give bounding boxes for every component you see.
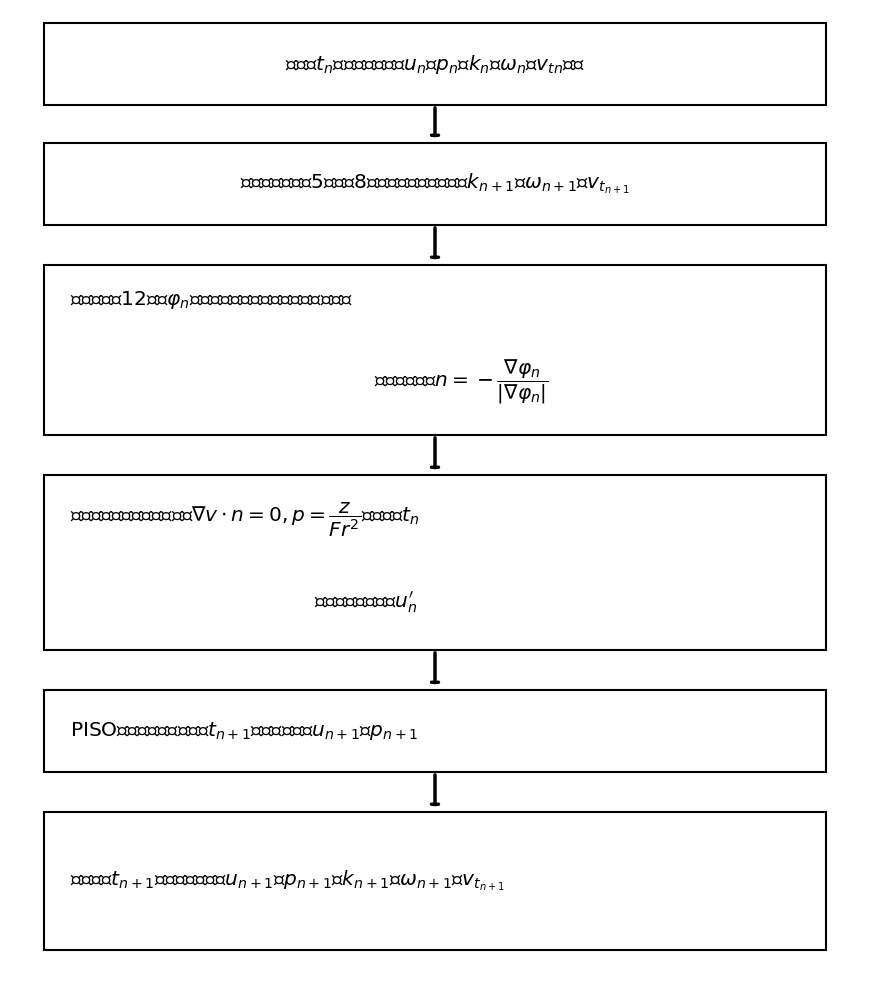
Text: 求解方程（12）得$\varphi_n$确定此时的自由面和自由面处各风格: 求解方程（12）得$\varphi_n$确定此时的自由面和自由面处各风格 bbox=[70, 289, 352, 311]
Text: 点的法向向量$n = -\dfrac{\nabla\varphi_n}{|\nabla\varphi_n|}$: 点的法向向量$n = -\dfrac{\nabla\varphi_n}{|\na… bbox=[374, 358, 547, 406]
Text: 至此求出$t_{n+1}$时刻的新变量：$u_{n+1}$，$p_{n+1}$，$k_{n+1}$，$\omega_{n+1}$，$v_{t_{n+1}}$: 至此求出$t_{n+1}$时刻的新变量：$u_{n+1}$，$p_{n+1}$，… bbox=[70, 869, 504, 893]
Text: 时刻自由面处变量$u_n^{\prime}$: 时刻自由面处变量$u_n^{\prime}$ bbox=[313, 590, 417, 615]
Bar bbox=[43, 475, 826, 650]
Text: 时间步$t_n$；整个流场变量$u_n$，$p_n$，$k_n$，$\omega_n$，$v_{tn}$已知: 时间步$t_n$；整个流场变量$u_n$，$p_n$，$k_n$，$\omega… bbox=[285, 52, 584, 76]
Text: 确定自由面处的边界条件：$\nabla v\cdot n=0, p=\dfrac{z}{Fr^2}$；分别得$t_n$: 确定自由面处的边界条件：$\nabla v\cdot n=0, p=\dfrac… bbox=[70, 500, 419, 539]
Bar bbox=[43, 265, 826, 435]
Bar bbox=[43, 23, 826, 105]
Bar bbox=[43, 812, 826, 950]
Text: 求解湍流方程（5）～（8）得整个计算域内变量$k_{n+1}$，$\omega_{n+1}$，$v_{t_{n+1}}$: 求解湍流方程（5）～（8）得整个计算域内变量$k_{n+1}$，$\omega_… bbox=[240, 172, 629, 196]
Bar bbox=[43, 143, 826, 225]
Text: PISO方法求解动量方程得$t_{n+1}$时刻的新变量$u_{n+1}$，$p_{n+1}$: PISO方法求解动量方程得$t_{n+1}$时刻的新变量$u_{n+1}$，$p… bbox=[70, 720, 417, 742]
Bar bbox=[43, 690, 826, 772]
